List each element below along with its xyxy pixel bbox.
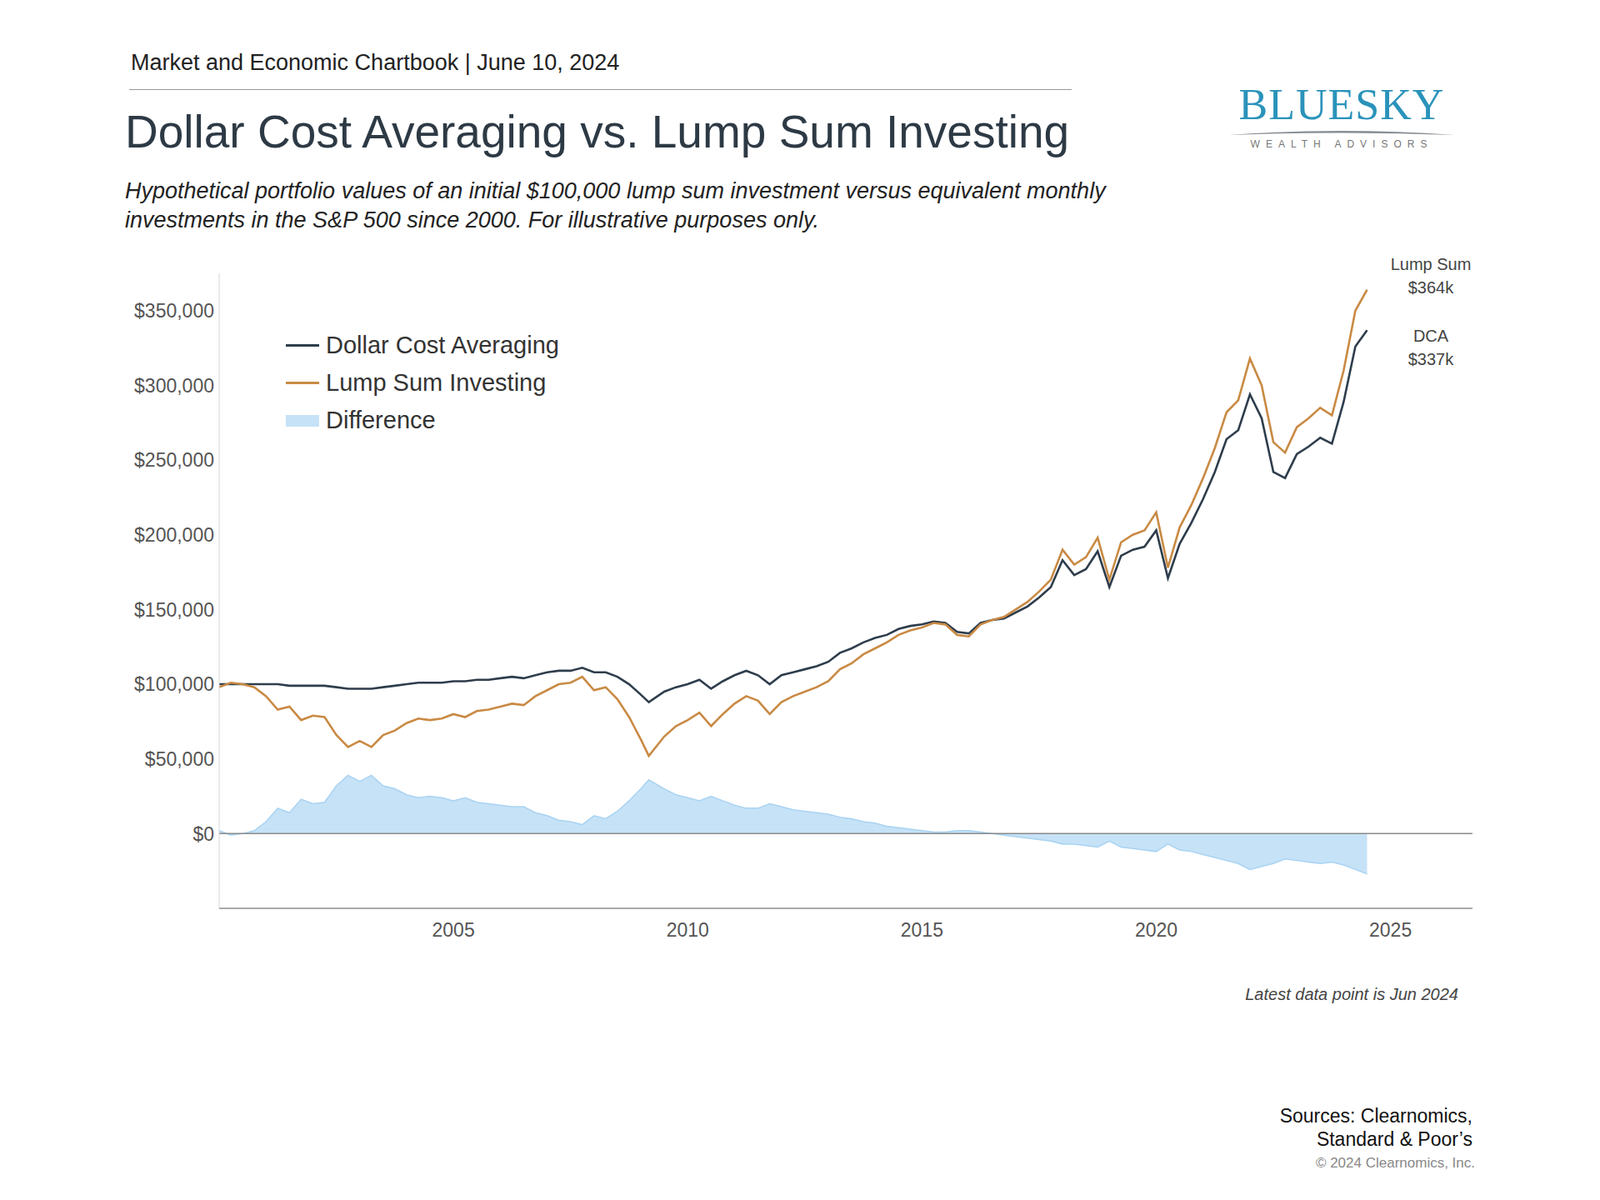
html-text:$364k: $364k [1408,278,1454,297]
svg-text:$150,000: $150,000 [134,599,215,621]
html-text:investments in the S&P 500 sin: investments in the S&P 500 since 2000. F… [125,207,820,233]
svg-text:2005: 2005 [432,919,475,941]
html-text:Market and Economic Chartbook: Market and Economic Chartbook | June 10,… [130,50,620,75]
html-text:Dollar Cost Averaging: Dollar Cost Averaging [325,331,560,359]
html-text:Latest data point is Jun 2024: Latest data point is Jun 2024 [1245,985,1459,1004]
svg-text:$350,000: $350,000 [134,300,215,322]
html-text:$337k: $337k [1408,350,1454,369]
html-text:Dollar Cost Averaging vs. Lump: Dollar Cost Averaging vs. Lump Sum Inves… [125,105,1070,158]
svg-text:2010: 2010 [666,919,710,941]
svg-text:2015: 2015 [900,919,944,941]
svg-text:$250,000: $250,000 [134,449,215,471]
html-text:Lump Sum Investing: Lump Sum Investing [325,369,547,396]
html-text:Standard & Poor’s: Standard & Poor’s [1316,1128,1473,1150]
html-text:Hypothetical portfolio values: Hypothetical portfolio values of an init… [125,178,1106,204]
html-text:DCA: DCA [1413,326,1449,345]
svg-text:$0: $0 [192,823,215,845]
svg-text:$200,000: $200,000 [134,524,215,546]
svg-text:2020: 2020 [1135,919,1178,941]
html-text:© 2024 Clearnomics, Inc.: © 2024 Clearnomics, Inc. [1315,1155,1475,1171]
svg-text:2025: 2025 [1369,919,1412,941]
html-text:Difference: Difference [325,406,436,434]
html-text:Sources: Clearnomics,: Sources: Clearnomics, [1279,1105,1473,1127]
html-text:WEALTH ADVISORS: WEALTH ADVISORS [1250,138,1433,150]
html-text:BLUESKY: BLUESKY [1238,80,1445,129]
svg-text:$300,000: $300,000 [134,375,215,397]
svg-text:$100,000: $100,000 [134,673,215,695]
html-text:Lump Sum: Lump Sum [1390,255,1472,274]
svg-text:$50,000: $50,000 [145,748,215,770]
